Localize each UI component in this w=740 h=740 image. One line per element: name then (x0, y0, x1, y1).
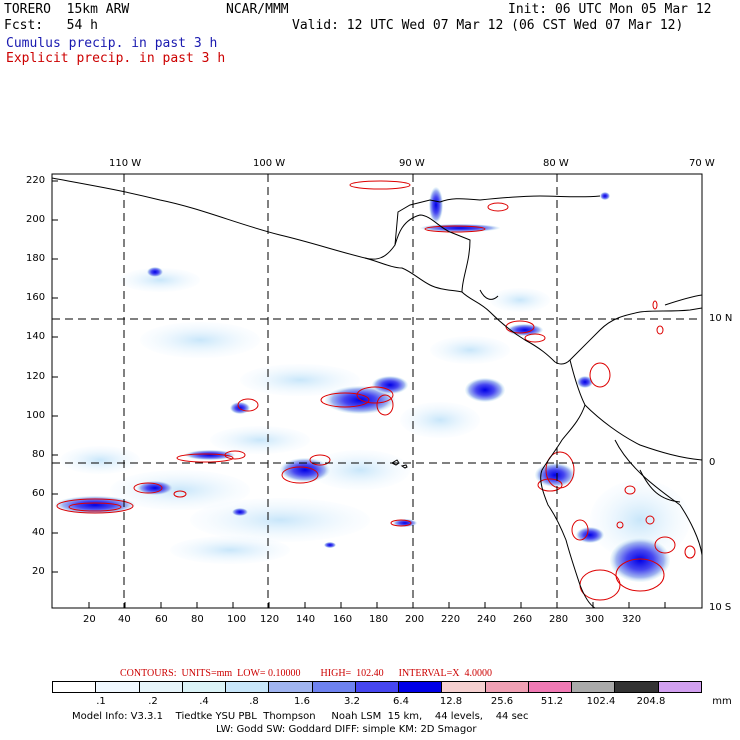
colorbar-swatch (398, 682, 442, 692)
colorbar-label: 204.8 (636, 696, 666, 707)
colorbar-swatch (53, 682, 96, 692)
x-tick-label: 120 (260, 614, 280, 625)
x-tick-label: 100 (227, 614, 247, 625)
axis-ticks (52, 180, 666, 608)
colorbar-label: .1 (96, 696, 106, 707)
lat-label: 10 N (709, 313, 733, 324)
forecast-hour: Fcst: 54 h (4, 18, 98, 33)
light-precip-patches (60, 268, 690, 564)
lon-label: 70 W (689, 158, 715, 169)
colorbar-swatch (181, 682, 226, 692)
x-tick-label: 140 (296, 614, 316, 625)
model-info: Model Info: V3.3.1 Tiedtke YSU PBL Thomp… (72, 711, 529, 722)
colorbar-swatch (354, 682, 399, 692)
coastlines (52, 177, 702, 608)
y-tick-label: 180 (26, 253, 46, 264)
lon-label: 110 W (109, 158, 142, 169)
contour-info: CONTOURS: UNITS=mm LOW= 0.10000 HIGH= 10… (120, 668, 492, 679)
colorbar-label: 51.2 (540, 696, 564, 707)
x-tick-label: 180 (369, 614, 389, 625)
colorbar-swatch (268, 682, 312, 692)
colorbar-label: 102.4 (586, 696, 616, 707)
colorbar-label: .8 (249, 696, 259, 707)
y-tick-label: 60 (32, 488, 45, 499)
y-tick-label: 80 (32, 449, 45, 460)
colorbar-label: 1.6 (294, 696, 310, 707)
lat-label: 10 S (709, 602, 732, 613)
lon-label: 100 W (253, 158, 286, 169)
lat-label: 0 (709, 457, 716, 468)
colorbar-label: 3.2 (344, 696, 360, 707)
x-tick-label: 280 (549, 614, 569, 625)
colorbar-label: 12.8 (439, 696, 463, 707)
colorbar-swatch (527, 682, 572, 692)
colorbar-swatch (484, 682, 528, 692)
y-tick-label: 160 (26, 292, 46, 303)
y-tick-label: 220 (26, 175, 46, 186)
x-tick-label: 20 (83, 614, 96, 625)
colorbar-swatch (657, 682, 701, 692)
y-tick-label: 100 (26, 410, 46, 421)
colorbar (52, 681, 702, 693)
physics-info: LW: Godd SW: Goddard DIFF: simple KM: 2D… (216, 724, 477, 735)
colorbar-swatch (311, 682, 355, 692)
x-tick-label: 300 (585, 614, 605, 625)
colorbar-label: 25.6 (490, 696, 514, 707)
colorbar-swatch (614, 682, 658, 692)
organization: NCAR/MMM (226, 2, 289, 17)
colorbar-label: .4 (199, 696, 209, 707)
y-tick-label: 120 (26, 371, 46, 382)
y-tick-label: 140 (26, 331, 46, 342)
model-title: TORERO 15km ARW (4, 2, 130, 17)
legend-explicit: Explicit precip. in past 3 h (6, 51, 226, 66)
x-tick-label: 160 (333, 614, 353, 625)
colorbar-label: .2 (148, 696, 158, 707)
colorbar-swatch (441, 682, 485, 692)
colorbar-swatch (138, 682, 182, 692)
colorbar-swatch (571, 682, 615, 692)
init-time: Init: 06 UTC Mon 05 Mar 12 (508, 2, 712, 17)
x-tick-label: 260 (513, 614, 533, 625)
y-tick-label: 40 (32, 527, 45, 538)
y-tick-label: 20 (32, 566, 45, 577)
x-tick-label: 80 (191, 614, 204, 625)
x-tick-label: 240 (477, 614, 497, 625)
x-tick-label: 220 (441, 614, 461, 625)
x-tick-label: 320 (622, 614, 642, 625)
colorbar-swatch (225, 682, 269, 692)
y-tick-label: 200 (26, 214, 46, 225)
colorbar-unit: mm (712, 696, 732, 707)
colorbar-swatch (95, 682, 139, 692)
colorbar-label: 6.4 (393, 696, 409, 707)
valid-time: Valid: 12 UTC Wed 07 Mar 12 (06 CST Wed … (292, 18, 684, 33)
x-tick-label: 200 (405, 614, 425, 625)
x-tick-label: 40 (118, 614, 131, 625)
graticule (52, 174, 702, 608)
lon-label: 80 W (543, 158, 569, 169)
legend-cumulus: Cumulus precip. in past 3 h (6, 36, 218, 51)
x-tick-label: 60 (155, 614, 168, 625)
lon-label: 90 W (399, 158, 425, 169)
